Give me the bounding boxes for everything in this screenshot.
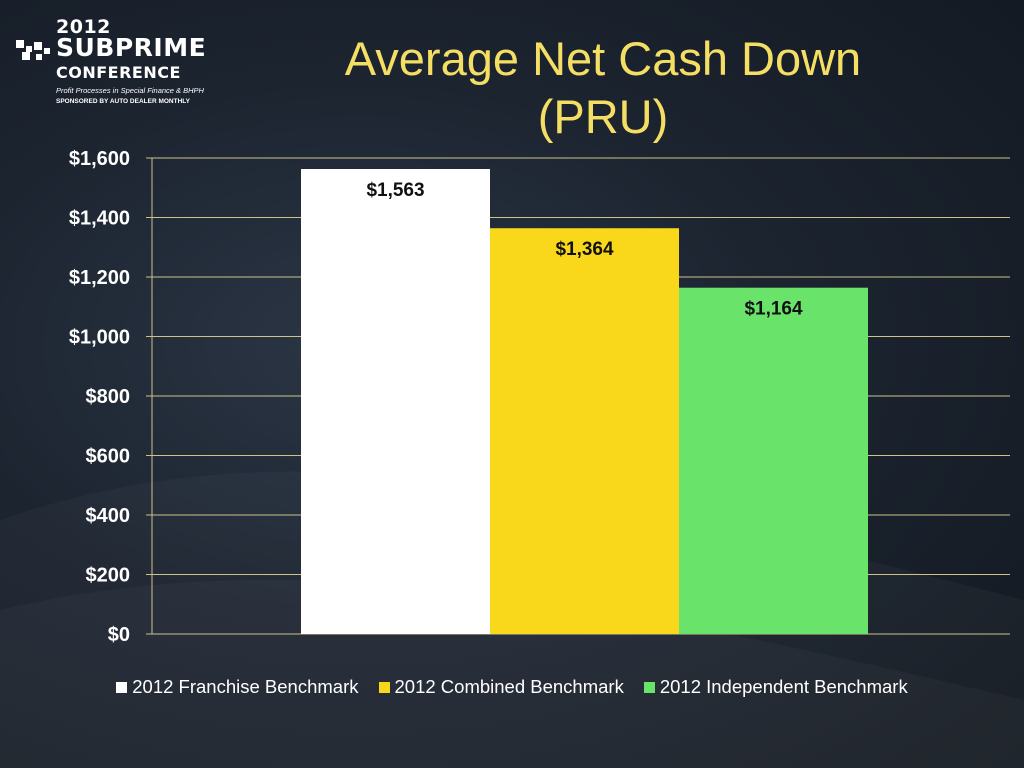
- y-tick-label: $600: [86, 446, 131, 468]
- logo-conference: CONFERENCE: [56, 63, 181, 82]
- y-tick-label: $800: [86, 386, 131, 408]
- y-tick-label: $200: [86, 565, 131, 587]
- y-tick-label: $1,400: [69, 208, 130, 230]
- bar-2: [490, 228, 679, 634]
- conference-logo: 2012 SUBPRIME CONFERENCE Profit Processe…: [14, 16, 224, 111]
- title-line-2: (PRU): [537, 90, 669, 143]
- y-tick-label: $400: [86, 505, 131, 527]
- y-tick-label: $1,000: [69, 327, 130, 349]
- bar-1: [301, 169, 490, 634]
- legend-label-franchise: 2012 Franchise Benchmark: [132, 676, 359, 697]
- legend-swatch-combined: [378, 681, 390, 693]
- y-tick-label: $1,600: [69, 148, 130, 170]
- bar-3: [679, 287, 868, 634]
- legend-label-independent: 2012 Independent Benchmark: [659, 676, 908, 697]
- title-line-1: Average Net Cash Down: [344, 32, 862, 85]
- legend-swatch-franchise: [116, 681, 128, 693]
- logo-tagline: Profit Processes in Special Finance & BH…: [56, 86, 204, 95]
- legend-label-combined: 2012 Combined Benchmark: [394, 676, 624, 697]
- logo-year: 2012: [56, 16, 111, 38]
- checker-logo-icon: [16, 40, 50, 60]
- logo-sponsor: SPONSORED BY AUTO DEALER MONTHLY: [56, 98, 190, 105]
- data-label-3: $1,164: [744, 299, 803, 320]
- legend-item-independent: 2012 Independent Benchmark: [643, 676, 908, 698]
- data-label-1: $1,563: [366, 180, 424, 201]
- legend-item-combined: 2012 Combined Benchmark: [378, 676, 624, 698]
- chart-legend: 2012 Franchise Benchmark 2012 Combined B…: [0, 676, 1024, 698]
- y-tick-label: $1,200: [69, 267, 130, 289]
- logo-brand: SUBPRIME: [56, 33, 207, 62]
- legend-swatch-independent: [643, 681, 655, 693]
- y-tick-label: $0: [108, 624, 130, 646]
- legend-item-franchise: 2012 Franchise Benchmark: [116, 676, 359, 698]
- slide-title: Average Net Cash Down (PRU): [250, 30, 956, 146]
- data-label-2: $1,364: [555, 239, 614, 260]
